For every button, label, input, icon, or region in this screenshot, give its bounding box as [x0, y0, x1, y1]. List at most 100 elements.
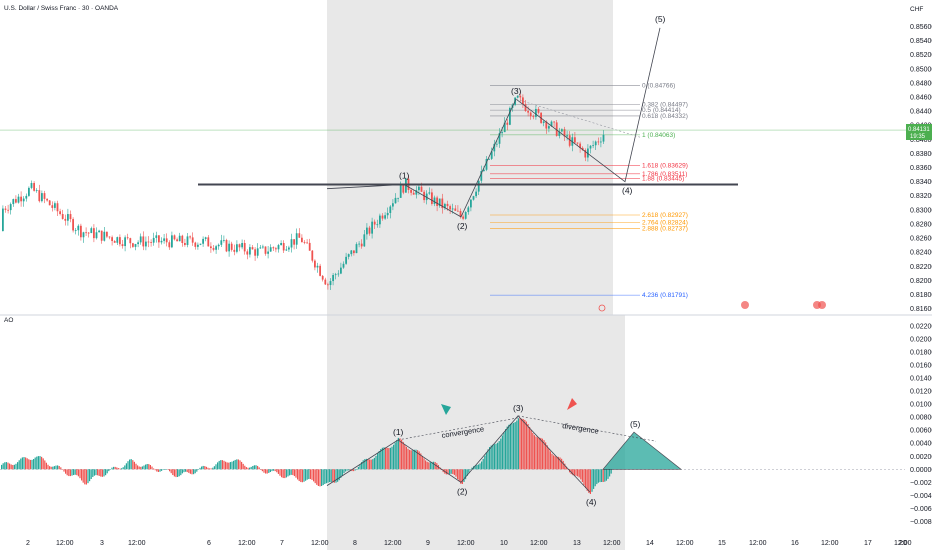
candle-body [327, 284, 329, 286]
ao-bar [245, 467, 247, 470]
ao-bar [97, 469, 99, 476]
candle-body [204, 237, 207, 239]
ao-bar [244, 465, 246, 470]
candle-body [264, 246, 267, 254]
ao-bar [170, 469, 172, 474]
ao-bar [511, 423, 513, 470]
ao-bar [212, 467, 214, 470]
ao-bar [345, 469, 347, 472]
ao-bar [381, 447, 383, 470]
ao-bar [455, 469, 457, 477]
candle-body [566, 135, 568, 137]
ao-bar [529, 426, 531, 470]
candle-body [412, 192, 415, 195]
candle-body [314, 260, 316, 268]
ao-bar [58, 465, 60, 470]
candle-body [7, 209, 9, 211]
symbol-title[interactable]: U.S. Dollar / Swiss Franc · 30 · OANDA [4, 5, 119, 12]
candle-body [306, 242, 308, 244]
ao-bar [185, 469, 187, 472]
ao-bar [34, 457, 36, 470]
ao-bar [61, 469, 63, 470]
candle-body [147, 241, 150, 243]
fib-level-label: 1.88 (0.83445) [642, 175, 684, 182]
candle-body [402, 185, 405, 193]
fib-level-label: 1.786 (0.83511) [642, 171, 687, 178]
ao-bar [82, 469, 84, 483]
ao-bar [321, 469, 323, 487]
ao-bar [562, 460, 564, 470]
ao-bar [405, 446, 407, 470]
ao-bar [481, 461, 483, 470]
ao-bar [7, 462, 9, 470]
ao-bar [370, 459, 372, 470]
candle-body [308, 242, 311, 251]
ao-bar [50, 466, 52, 470]
candle-body [22, 198, 25, 202]
candle-body [324, 279, 327, 285]
time-axis-tick: 13 [573, 540, 581, 547]
candle-body [106, 231, 108, 237]
ao-bar [412, 450, 414, 470]
candle-body [121, 244, 124, 247]
ao-bar [490, 445, 492, 470]
candle-body [225, 239, 228, 252]
fib-level-label: 2.618 (0.82927) [642, 212, 688, 219]
candle-body [145, 241, 147, 247]
candle-body [173, 235, 176, 240]
ao-bar [383, 447, 385, 470]
ao-bar [73, 469, 75, 476]
ao-projection-triangle [602, 431, 683, 470]
ao-bar [287, 469, 289, 477]
ao-bar [393, 444, 395, 470]
ao-bar [431, 461, 433, 470]
ao-indicator-label[interactable]: AO [4, 317, 13, 324]
candle-body [399, 185, 402, 198]
red-arrow-icon [567, 398, 577, 410]
ao-bar [540, 437, 542, 470]
candle-body [181, 235, 184, 243]
candle-body [506, 122, 509, 125]
ao-bar [87, 469, 89, 484]
ao-bar [605, 469, 607, 481]
ao-bar [327, 469, 329, 483]
ao-bar [465, 469, 467, 480]
ao-bar [196, 469, 198, 472]
ao-bar [567, 469, 569, 470]
ao-bar [330, 469, 332, 482]
ao-bar [580, 469, 582, 480]
ao-bar [298, 469, 300, 482]
ao-bar [175, 469, 177, 478]
ao-bar [228, 462, 230, 470]
ao-bar [477, 464, 479, 470]
ao-bar [556, 456, 558, 470]
ao-bar [369, 459, 371, 470]
time-axis-tick: 9 [426, 540, 430, 547]
ao-bar [266, 469, 268, 474]
ao-bar [346, 469, 348, 471]
candle-body [207, 237, 210, 247]
ao-bar [1, 464, 3, 470]
ao-bar [610, 469, 612, 474]
candle-body [74, 230, 77, 232]
ao-bar [324, 469, 326, 485]
ao-bar [604, 469, 606, 482]
ao-bar [561, 458, 563, 470]
ao-bar [125, 463, 127, 470]
ao-bar [201, 466, 203, 470]
candle-body [418, 186, 420, 191]
ao-bar [505, 429, 507, 470]
ao-bar [258, 467, 260, 470]
candle-body [111, 237, 113, 242]
ao-bar [108, 469, 110, 472]
candle-body [295, 233, 298, 245]
ao-bar [572, 469, 574, 476]
ao-bar [68, 469, 70, 477]
ao-bar [26, 458, 28, 470]
ao-bar [146, 463, 148, 470]
